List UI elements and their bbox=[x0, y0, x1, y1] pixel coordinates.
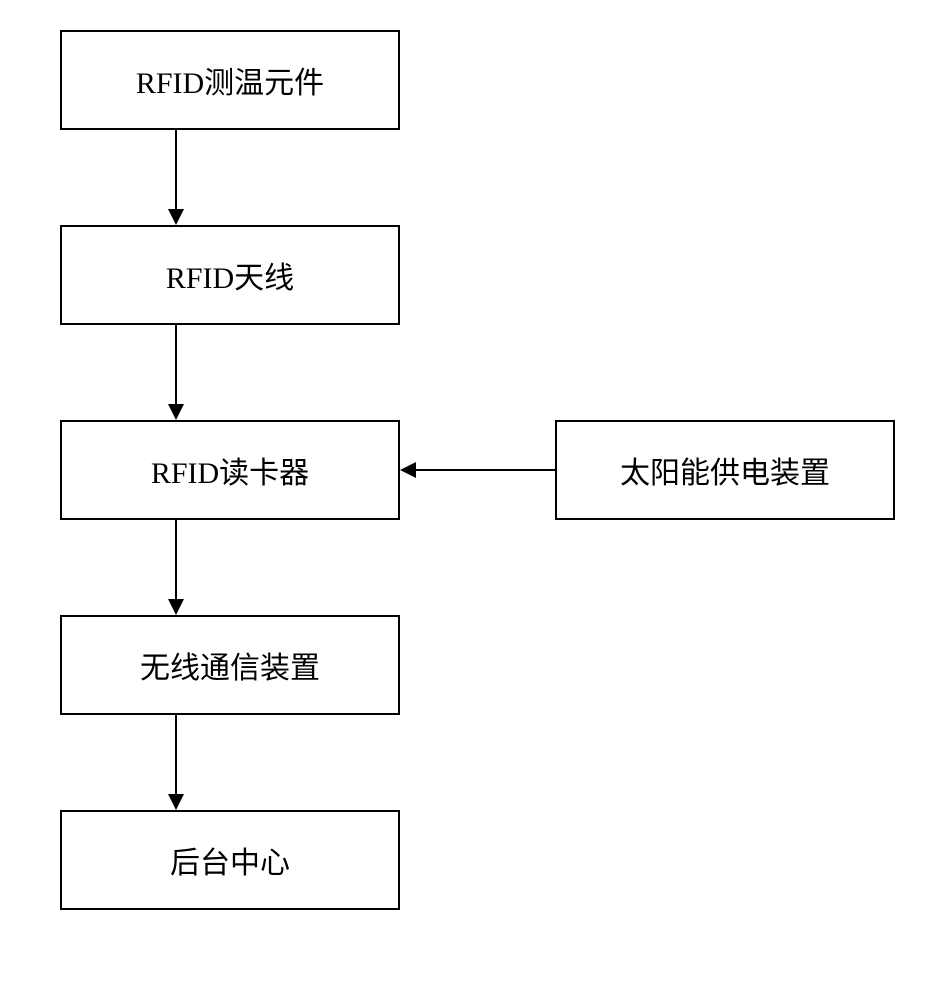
node-rfid-antenna: RFID天线 bbox=[60, 225, 400, 325]
node-rfid-temp: RFID测温元件 bbox=[60, 30, 400, 130]
node-label: RFID测温元件 bbox=[136, 58, 324, 102]
arrow-head-icon bbox=[168, 404, 184, 420]
arrow-line bbox=[175, 715, 177, 795]
node-label: 无线通信装置 bbox=[140, 643, 320, 687]
arrow-head-icon bbox=[168, 794, 184, 810]
node-wireless-comm: 无线通信装置 bbox=[60, 615, 400, 715]
node-solar-power: 太阳能供电装置 bbox=[555, 420, 895, 520]
node-label: 后台中心 bbox=[170, 838, 290, 882]
arrow-line bbox=[175, 130, 177, 210]
node-rfid-reader: RFID读卡器 bbox=[60, 420, 400, 520]
arrow-line bbox=[175, 520, 177, 600]
node-label: RFID读卡器 bbox=[151, 448, 309, 492]
arrow-line bbox=[175, 325, 177, 405]
arrow-head-icon bbox=[168, 209, 184, 225]
arrow-head-icon bbox=[168, 599, 184, 615]
flowchart-container: RFID测温元件 RFID天线 RFID读卡器 太阳能供电装置 无线通信装置 后… bbox=[0, 0, 937, 1000]
node-label: RFID天线 bbox=[166, 253, 294, 297]
node-label: 太阳能供电装置 bbox=[620, 448, 830, 492]
node-backend-center: 后台中心 bbox=[60, 810, 400, 910]
arrow-line bbox=[416, 469, 555, 471]
arrow-head-icon bbox=[400, 462, 416, 478]
